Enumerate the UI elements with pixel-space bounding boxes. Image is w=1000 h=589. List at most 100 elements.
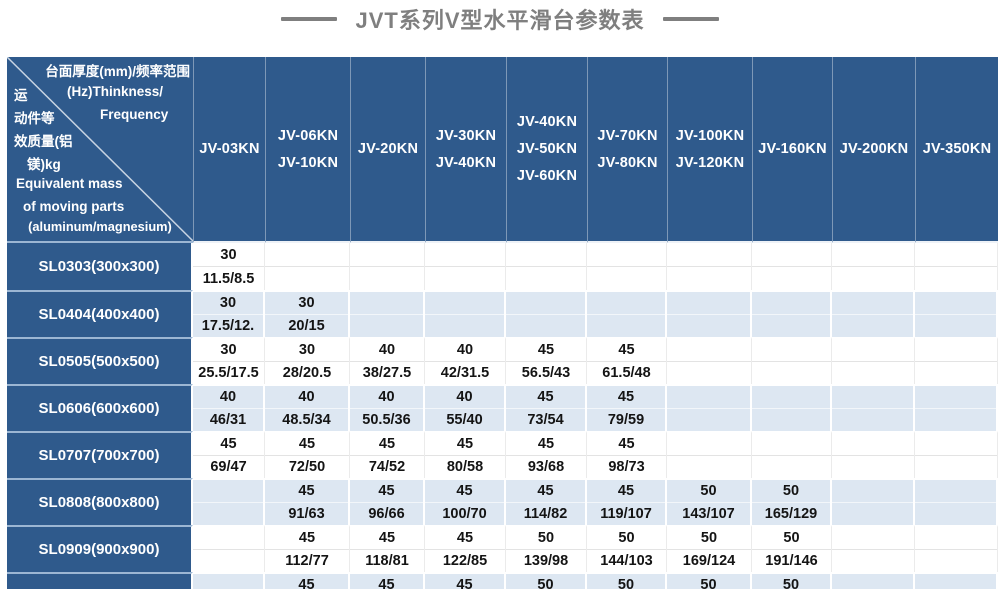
frequency-value (265, 267, 349, 290)
frequency-value: 79/59 (607, 412, 645, 428)
table-row: SL0909(900x900) 45 112/77 45 118/81 45 122/85 5… (7, 525, 998, 572)
frequency-value: 48.5/34 (282, 412, 331, 428)
thickness-value: 45 (425, 433, 505, 456)
data-cell (915, 525, 998, 572)
data-cell: 45 96/66 (350, 478, 425, 525)
thickness-value: 45 (506, 480, 585, 503)
thickness-value: 40 (350, 339, 424, 362)
data-cell (667, 243, 752, 290)
table-row: SL0303(300x300) 30 11.5/8.5 (7, 243, 998, 290)
data-cell: 50 169/124 (667, 525, 752, 572)
thickness-value: 45 (506, 339, 586, 362)
thickness-value (915, 574, 996, 589)
data-cell (752, 290, 832, 337)
frequency-value: 93/68 (527, 459, 565, 475)
data-cell (832, 431, 915, 478)
row-label: SL0606(600x600) (7, 384, 193, 431)
data-cell: 40 46/31 (193, 384, 265, 431)
thickness-value (193, 527, 264, 550)
row-label: SL0505(500x500) (7, 337, 193, 384)
thickness-value: 30 (193, 243, 264, 267)
thickness-value: 40 (425, 339, 505, 362)
thickness-value: 45 (587, 433, 666, 456)
thickness-value (915, 433, 997, 456)
frequency-value (832, 503, 913, 525)
data-cell: 50 144/103 (587, 525, 667, 572)
frequency-value: 96/66 (368, 506, 405, 522)
thickness-value (265, 243, 349, 267)
corner-label-line: (aluminum/magnesium) (28, 219, 172, 234)
frequency-value (752, 409, 830, 431)
frequency-value: 42/31.5 (440, 365, 490, 381)
thickness-value: 50 (752, 574, 830, 589)
thickness-value (752, 292, 830, 315)
thickness-value: 45 (587, 386, 665, 409)
column-header: JV-06KN JV-10KN (265, 57, 350, 243)
frequency-value: 165/129 (764, 506, 818, 522)
title-right-dash (662, 17, 719, 21)
column-header-label: JV-350KN (922, 141, 992, 157)
column-header-label: JV-120KN (675, 154, 745, 171)
data-cell (667, 290, 752, 337)
thickness-value (752, 243, 831, 267)
thickness-value (425, 243, 505, 267)
frequency-value (752, 267, 831, 290)
thickness-value: 45 (265, 527, 349, 550)
diagonal-line (7, 57, 193, 241)
thickness-value: 45 (425, 527, 505, 550)
title-left-dash (281, 17, 338, 21)
data-cell: 45 122/85 (425, 525, 506, 572)
thickness-value (667, 243, 751, 267)
frequency-value (425, 315, 504, 337)
column-header: JV-20KN (350, 57, 425, 243)
corner-label-line: of moving parts (23, 199, 125, 214)
frequency-value (915, 315, 996, 337)
thickness-value (915, 243, 997, 267)
thickness-value (506, 243, 586, 267)
frequency-value: 73/54 (527, 412, 564, 428)
frequency-value (587, 315, 665, 337)
column-header-label: JV-100KN (675, 127, 745, 144)
data-cell: 45 118/81 (350, 525, 425, 572)
column-header-label: JV-40KN (516, 114, 578, 130)
frequency-value (667, 409, 750, 431)
table-row: SL0707(700x700) 45 69/47 45 72/50 45 74/52 45 80… (7, 431, 998, 478)
frequency-value: 139/98 (523, 553, 569, 569)
data-cell (915, 243, 998, 290)
data-cell: 50 191/146 (752, 525, 832, 572)
column-header-label: JV-60KN (516, 168, 578, 184)
frequency-value (832, 456, 914, 478)
data-cell: 45 114/82 (506, 478, 587, 525)
data-cell (193, 478, 265, 525)
data-cell: 45 72/50 (265, 431, 350, 478)
data-cell (752, 431, 832, 478)
thickness-value: 40 (193, 386, 263, 409)
column-header: JV-40KN JV-50KN JV-60KN (506, 57, 587, 243)
frequency-value (915, 550, 997, 572)
column-header: JV-200KN (832, 57, 915, 243)
data-cell (350, 243, 425, 290)
corner-header-cell: 台面厚度(mm)/频率范围 运 (Hz)Thinkness/ 动件等 Frequ… (7, 57, 193, 243)
frequency-value (915, 362, 997, 384)
column-header-label: JV-200KN (839, 141, 909, 157)
frequency-value: 55/40 (446, 412, 483, 428)
data-cell (752, 243, 832, 290)
data-cell (915, 572, 998, 589)
frequency-value (915, 503, 996, 525)
data-cell: 45 80/58 (425, 431, 506, 478)
frequency-value: 100/70 (442, 506, 487, 522)
data-cell: 45 98/73 (587, 431, 667, 478)
thickness-value (667, 339, 751, 362)
column-header: JV-03KN (193, 57, 265, 243)
frequency-value: 98/73 (608, 459, 645, 475)
frequency-value (193, 550, 264, 572)
data-cell: 50 (506, 572, 587, 589)
data-cell: 45 69/47 (193, 431, 265, 478)
frequency-value (350, 315, 423, 337)
frequency-value (506, 267, 586, 290)
data-cell: 30 25.5/17.5 (193, 337, 265, 384)
data-cell: 45 61.5/48 (587, 337, 667, 384)
table-body: SL0303(300x300) 30 11.5/8.5 SL0404(400x400)… (7, 243, 998, 589)
